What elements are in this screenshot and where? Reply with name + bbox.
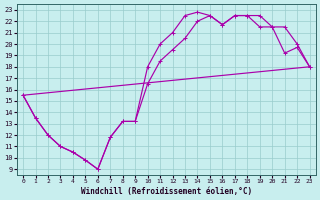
X-axis label: Windchill (Refroidissement éolien,°C): Windchill (Refroidissement éolien,°C) <box>81 187 252 196</box>
